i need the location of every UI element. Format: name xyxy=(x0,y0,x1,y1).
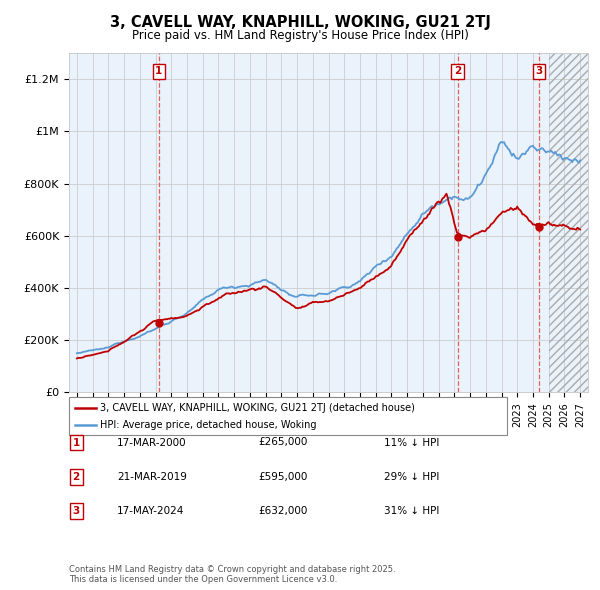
Text: 2: 2 xyxy=(454,66,461,76)
Text: 31% ↓ HPI: 31% ↓ HPI xyxy=(384,506,439,516)
Text: 29% ↓ HPI: 29% ↓ HPI xyxy=(384,472,439,481)
Text: 3: 3 xyxy=(535,66,542,76)
Text: 21-MAR-2019: 21-MAR-2019 xyxy=(117,472,187,481)
Text: 17-MAR-2000: 17-MAR-2000 xyxy=(117,438,187,447)
Text: 3, CAVELL WAY, KNAPHILL, WOKING, GU21 2TJ (detached house): 3, CAVELL WAY, KNAPHILL, WOKING, GU21 2T… xyxy=(100,403,415,412)
Bar xyxy=(548,53,588,392)
Text: £265,000: £265,000 xyxy=(258,438,307,447)
Text: 11% ↓ HPI: 11% ↓ HPI xyxy=(384,438,439,447)
Text: 3, CAVELL WAY, KNAPHILL, WOKING, GU21 2TJ: 3, CAVELL WAY, KNAPHILL, WOKING, GU21 2T… xyxy=(110,15,490,30)
Text: 1: 1 xyxy=(73,438,80,447)
Text: £632,000: £632,000 xyxy=(258,506,307,516)
Text: 2: 2 xyxy=(73,472,80,481)
Text: 17-MAY-2024: 17-MAY-2024 xyxy=(117,506,184,516)
Text: 1: 1 xyxy=(155,66,163,76)
Text: 3: 3 xyxy=(73,506,80,516)
Text: Price paid vs. HM Land Registry's House Price Index (HPI): Price paid vs. HM Land Registry's House … xyxy=(131,30,469,42)
Text: £595,000: £595,000 xyxy=(258,472,307,481)
Text: Contains HM Land Registry data © Crown copyright and database right 2025.
This d: Contains HM Land Registry data © Crown c… xyxy=(69,565,395,584)
Bar xyxy=(548,53,588,392)
Text: HPI: Average price, detached house, Woking: HPI: Average price, detached house, Woki… xyxy=(100,420,317,430)
